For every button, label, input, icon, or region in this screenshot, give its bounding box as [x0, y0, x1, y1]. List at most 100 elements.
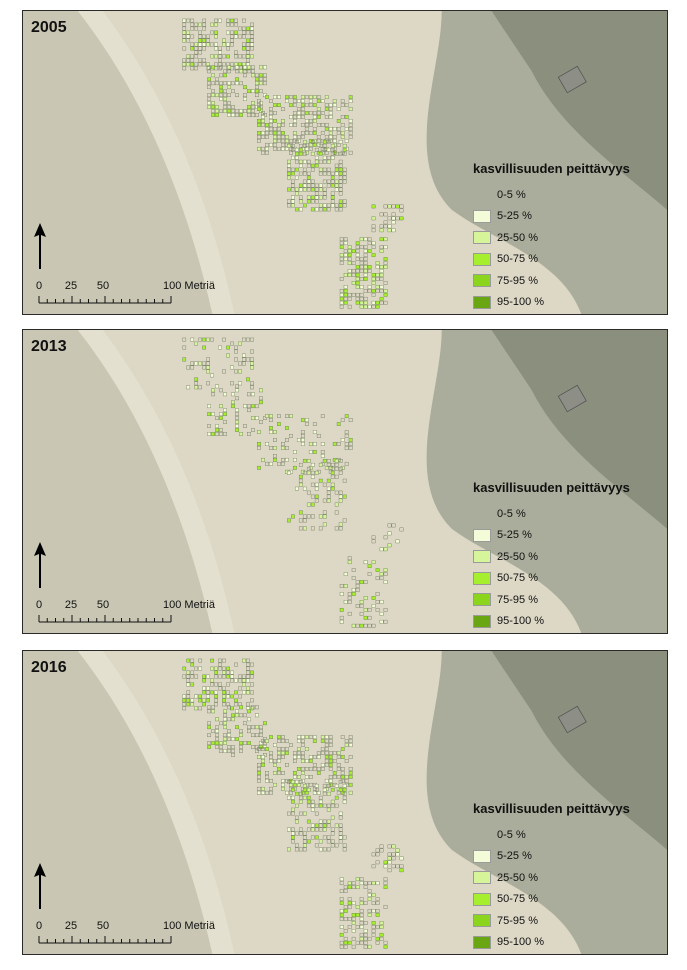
- vegetation-cell: [214, 682, 218, 687]
- legend-swatch: [473, 871, 491, 885]
- vegetation-cell: [339, 304, 344, 309]
- vegetation-cell: [287, 811, 291, 816]
- vegetation-cell: [292, 119, 297, 123]
- legend-label: 5-25 %: [497, 850, 532, 863]
- vegetation-cell: [347, 611, 352, 616]
- vegetation-cell: [322, 179, 327, 184]
- vegetation-cell: [294, 847, 299, 852]
- vegetation-cell: [379, 611, 384, 616]
- vegetation-cell: [255, 77, 259, 82]
- vegetation-cell: [379, 619, 384, 624]
- vegetation-cell: [375, 265, 380, 269]
- vegetation-cell: [222, 337, 226, 342]
- vegetation-cell: [344, 775, 349, 779]
- vegetation-cell: [351, 568, 356, 572]
- vegetation-cell: [207, 741, 211, 745]
- vegetation-cell: [355, 281, 360, 285]
- vegetation-cell: [190, 365, 195, 370]
- vegetation-cell: [186, 58, 191, 63]
- vegetation-cell: [387, 228, 392, 233]
- vegetation-cell: [310, 803, 315, 808]
- vegetation-cell: [281, 786, 285, 791]
- legend-item: 25-50 %: [473, 546, 663, 568]
- vegetation-cell: [332, 99, 337, 103]
- vegetation-cell: [223, 109, 227, 113]
- vegetation-cell: [223, 725, 227, 730]
- vegetation-cell: [367, 607, 372, 612]
- vegetation-cell: [294, 187, 299, 192]
- vegetation-cell: [351, 917, 356, 921]
- vegetation-cell: [211, 73, 215, 78]
- legend-swatch: [473, 849, 491, 863]
- vegetation-cell: [288, 790, 293, 795]
- vegetation-cell: [359, 932, 364, 937]
- vegetation-cell: [215, 737, 219, 741]
- vegetation-cell: [263, 73, 267, 78]
- vegetation-cell: [281, 751, 285, 755]
- vegetation-cell: [343, 253, 348, 257]
- vegetation-cell: [310, 151, 315, 156]
- vegetation-cell: [322, 787, 327, 792]
- vegetation-cell: [269, 755, 273, 759]
- legend-swatch: [473, 828, 491, 841]
- vegetation-cell: [255, 113, 259, 117]
- vegetation-cell: [194, 377, 199, 382]
- vegetation-cell: [250, 34, 254, 39]
- vegetation-cell: [292, 771, 297, 775]
- vegetation-cell: [246, 26, 250, 31]
- vegetation-cell: [348, 150, 353, 155]
- vegetation-cell: [306, 839, 311, 844]
- vegetation-cell: [314, 183, 319, 188]
- vegetation-cell: [214, 694, 218, 699]
- vegetation-cell: [281, 735, 285, 739]
- vegetation-cell: [211, 741, 215, 745]
- vegetation-cell: [379, 925, 384, 929]
- vegetation-cell: [251, 89, 255, 94]
- vegetation-cell: [182, 58, 187, 63]
- vegetation-cell: [322, 147, 327, 152]
- vegetation-cell: [320, 131, 325, 135]
- vegetation-cell: [375, 300, 380, 305]
- vegetation-cell: [338, 470, 343, 475]
- vegetation-cell: [330, 803, 335, 808]
- vegetation-cell: [223, 69, 227, 74]
- vegetation-cell: [348, 107, 353, 111]
- vegetation-cell: [298, 482, 303, 487]
- vegetation-cell: [287, 171, 291, 176]
- vegetation-cell: [339, 296, 344, 301]
- aerial-map: [23, 330, 667, 633]
- north-arrow-icon: [34, 542, 46, 588]
- vegetation-cell: [226, 670, 230, 675]
- vegetation-cell: [363, 265, 368, 269]
- vegetation-cell: [326, 203, 331, 208]
- vegetation-cell: [259, 729, 263, 734]
- vegetation-cell: [182, 26, 187, 31]
- vegetation-cell: [287, 175, 291, 180]
- vegetation-cell: [395, 216, 400, 221]
- vegetation-cell: [247, 729, 251, 734]
- vegetation-cell: [234, 50, 238, 55]
- vegetation-cell: [227, 705, 231, 710]
- vegetation-cell: [273, 454, 277, 458]
- vegetation-cell: [202, 38, 207, 43]
- vegetation-cell: [324, 103, 329, 107]
- vegetation-cell: [347, 592, 352, 596]
- vegetation-cell: [343, 292, 348, 297]
- vegetation-cell: [375, 925, 380, 929]
- vegetation-cell: [296, 115, 301, 119]
- vegetation-cell: [288, 414, 293, 418]
- vegetation-cell: [314, 470, 319, 475]
- vegetation-cell: [219, 721, 223, 726]
- vegetation-cell: [298, 791, 303, 796]
- vegetation-cell: [304, 150, 309, 155]
- vegetation-cell: [302, 811, 307, 816]
- vegetation-cell: [320, 739, 325, 743]
- vegetation-cell: [330, 199, 335, 204]
- vegetation-cell: [261, 119, 265, 123]
- vegetation-cell: [234, 54, 238, 59]
- vegetation-cell: [206, 62, 210, 67]
- vegetation-cell: [255, 416, 259, 420]
- vegetation-cell: [250, 674, 254, 679]
- vegetation-cell: [308, 767, 313, 771]
- vegetation-cell: [190, 66, 195, 71]
